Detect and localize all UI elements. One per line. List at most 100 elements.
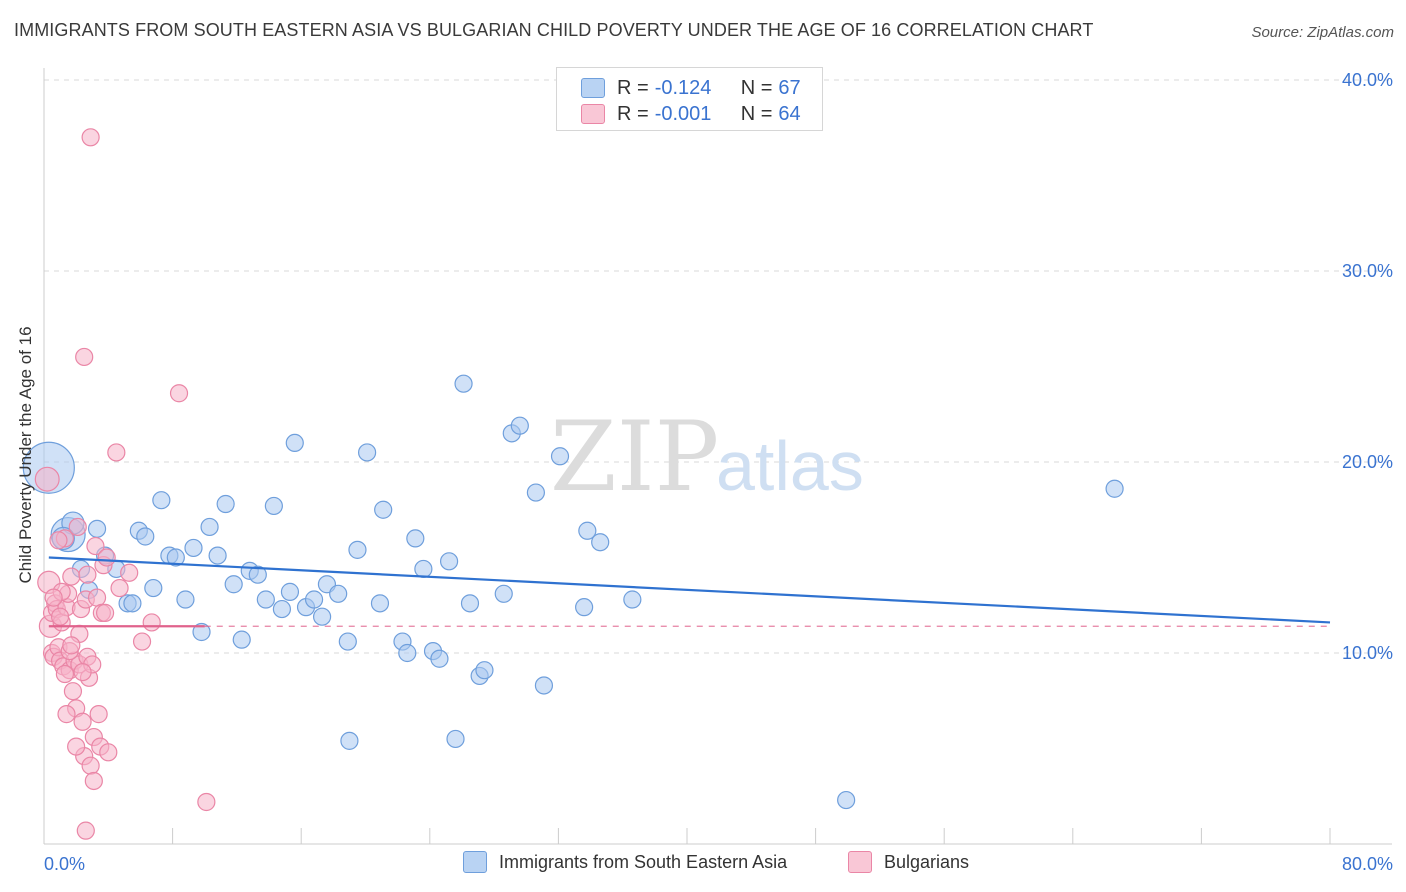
point-immigrants <box>136 527 155 546</box>
point-bulgarians <box>197 792 216 812</box>
trend-line-immigrants <box>48 556 1331 624</box>
point-bulgarians <box>107 443 126 462</box>
point-immigrants <box>406 529 425 548</box>
x-tick-label: 80.0% <box>1342 854 1393 874</box>
y-axis-label: Child Poverty Under the Age of 16 <box>16 326 35 584</box>
point-immigrants <box>578 521 597 540</box>
point-bulgarians <box>76 821 95 840</box>
point-immigrants <box>460 594 480 613</box>
point-immigrants <box>370 594 390 613</box>
legend-row-pink: R = -0.001 N = 64 <box>581 102 801 126</box>
legend-n-label: N = <box>740 102 773 125</box>
legend-label-bulgarians: Bulgarians <box>884 851 970 872</box>
source-label: Source: ZipAtlas.com <box>1251 24 1394 41</box>
point-bulgarians <box>97 548 116 567</box>
point-bulgarians <box>99 743 118 762</box>
point-immigrants <box>454 374 473 393</box>
stats-legend: R = -0.124 N = 67 R = -0.001 N = 64 <box>556 67 823 131</box>
grid-lines <box>44 79 1392 654</box>
y-tick-label: 30.0% <box>1342 261 1393 281</box>
legend-swatch-pink <box>848 851 872 873</box>
chart-title: IMMIGRANTS FROM SOUTH EASTERN ASIA VS BU… <box>14 20 1094 40</box>
legend-n-label: N = <box>740 76 773 99</box>
point-immigrants <box>338 632 357 651</box>
watermark-zip: ZIP <box>550 401 719 513</box>
x-tick-label: 0.0% <box>44 854 85 874</box>
point-immigrants <box>285 433 304 452</box>
point-bulgarians <box>110 578 129 598</box>
point-bulgarians <box>142 613 161 632</box>
point-immigrants <box>510 416 529 435</box>
series-legend: Immigrants from South Eastern Asia Bulga… <box>0 851 1406 879</box>
point-bulgarians <box>120 563 139 582</box>
point-bulgarians <box>63 682 83 701</box>
legend-r-label: R = <box>617 76 649 99</box>
point-immigrants <box>329 584 348 603</box>
point-bulgarians <box>89 705 108 724</box>
point-immigrants <box>494 584 513 603</box>
point-immigrants <box>439 552 459 571</box>
point-immigrants <box>152 491 171 510</box>
legend-swatch-blue <box>581 78 605 98</box>
legend-r-label: R = <box>617 102 649 125</box>
point-bulgarians <box>49 531 68 550</box>
point-immigrants <box>340 731 359 750</box>
point-bulgarians <box>81 128 100 147</box>
point-immigrants <box>430 649 449 668</box>
legend-swatch-pink <box>581 104 605 124</box>
point-immigrants <box>123 594 142 613</box>
point-bulgarians <box>50 607 70 626</box>
y-tick-label: 10.0% <box>1342 643 1393 663</box>
point-immigrants <box>534 676 554 695</box>
legend-label-immigrants: Immigrants from South Eastern Asia <box>499 851 788 872</box>
point-immigrants <box>248 565 267 584</box>
legend-row-blue: R = -0.124 N = 67 <box>581 76 801 100</box>
point-immigrants <box>166 548 185 567</box>
legend-swatch-blue <box>463 851 487 873</box>
point-immigrants <box>837 790 856 810</box>
point-bulgarians <box>62 567 81 586</box>
point-immigrants <box>176 590 195 609</box>
point-bulgarians <box>67 737 86 756</box>
point-immigrants <box>475 661 494 680</box>
point-immigrants <box>216 494 235 514</box>
point-immigrants <box>575 598 594 617</box>
point-bulgarians <box>75 347 94 367</box>
point-bulgarians <box>132 632 152 651</box>
point-immigrants <box>414 559 433 579</box>
point-immigrants <box>184 538 203 558</box>
point-bulgarians <box>86 536 105 556</box>
point-bulgarians <box>87 588 107 607</box>
point-bulgarians <box>81 756 100 775</box>
point-immigrants <box>398 643 417 663</box>
legend-item-bulgarians: Bulgarians <box>848 851 969 873</box>
point-immigrants <box>272 599 292 619</box>
point-immigrants <box>550 447 570 466</box>
legend-n-value: 67 <box>778 76 801 99</box>
point-bulgarians <box>55 664 74 684</box>
point-immigrants <box>623 590 642 609</box>
point-bulgarians <box>78 565 97 584</box>
point-immigrants <box>1105 479 1124 498</box>
point-immigrants <box>224 575 243 594</box>
point-immigrants <box>374 500 393 519</box>
point-immigrants <box>446 729 465 749</box>
point-immigrants <box>526 483 545 502</box>
tick-labels: 10.0% 20.0% 30.0% 40.0% 0.0% 80.0% <box>44 70 1393 874</box>
point-bulgarians <box>84 771 103 791</box>
series-pink-points <box>34 128 216 840</box>
legend-r-value: -0.124 <box>654 76 712 99</box>
point-immigrants <box>358 443 377 462</box>
point-immigrants <box>232 630 251 649</box>
watermark-atlas: atlas <box>716 427 864 505</box>
point-bulgarians <box>169 384 189 403</box>
point-immigrants <box>87 519 107 538</box>
trend-lines <box>48 556 1331 628</box>
point-immigrants <box>200 517 219 537</box>
point-immigrants <box>348 540 367 559</box>
point-bulgarians <box>62 636 81 655</box>
point-bulgarians <box>44 588 63 607</box>
point-immigrants <box>256 590 275 609</box>
point-immigrants <box>192 622 211 642</box>
